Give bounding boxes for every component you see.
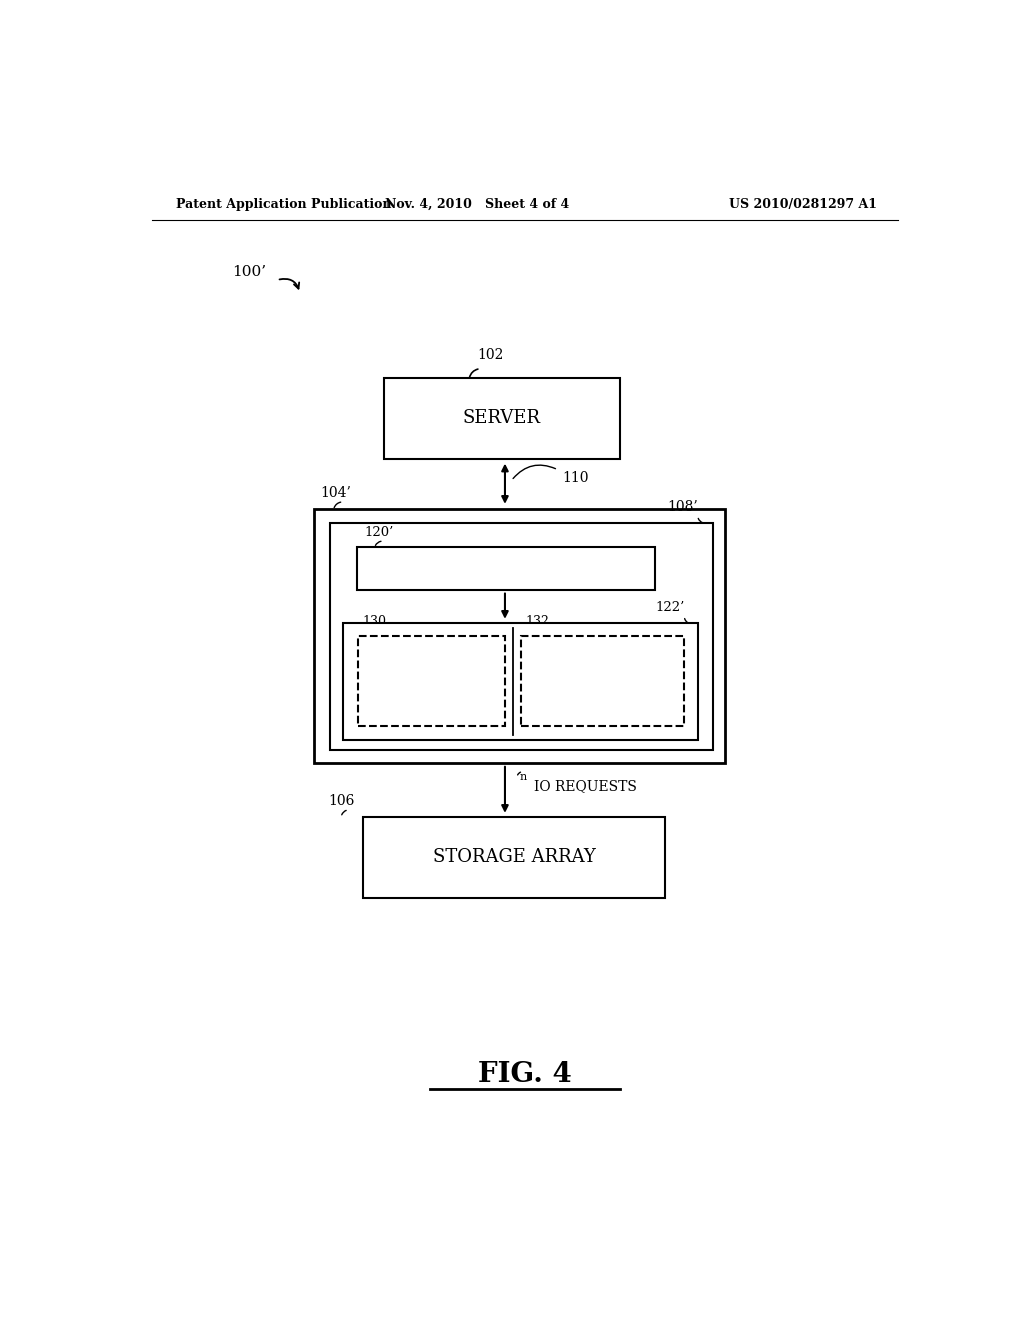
Text: 106: 106: [328, 793, 354, 808]
Bar: [521, 636, 684, 726]
Text: 120’: 120’: [365, 525, 394, 539]
Bar: [330, 523, 713, 750]
Text: 122’: 122’: [655, 601, 685, 614]
Text: 130: 130: [362, 615, 387, 628]
Text: 102: 102: [477, 348, 504, 363]
Text: 110: 110: [562, 471, 589, 484]
Bar: [314, 508, 725, 763]
Bar: [362, 817, 665, 898]
Text: US 2010/0281297 A1: US 2010/0281297 A1: [728, 198, 877, 211]
Text: STORAGE ARRAY: STORAGE ARRAY: [432, 849, 595, 866]
Text: Nov. 4, 2010   Sheet 4 of 4: Nov. 4, 2010 Sheet 4 of 4: [385, 198, 569, 211]
Text: n: n: [519, 772, 526, 781]
Bar: [358, 636, 506, 726]
Bar: [384, 378, 621, 459]
Text: Patent Application Publication: Patent Application Publication: [176, 198, 391, 211]
Bar: [343, 623, 697, 739]
Bar: [356, 548, 655, 590]
Text: 108’: 108’: [667, 500, 697, 515]
Text: 132: 132: [525, 615, 550, 628]
Text: 104’: 104’: [321, 486, 351, 499]
Text: FIG. 4: FIG. 4: [478, 1061, 571, 1088]
Text: SERVER: SERVER: [463, 409, 541, 428]
Text: IO REQUESTS: IO REQUESTS: [534, 779, 636, 793]
Text: 100’: 100’: [232, 265, 266, 280]
